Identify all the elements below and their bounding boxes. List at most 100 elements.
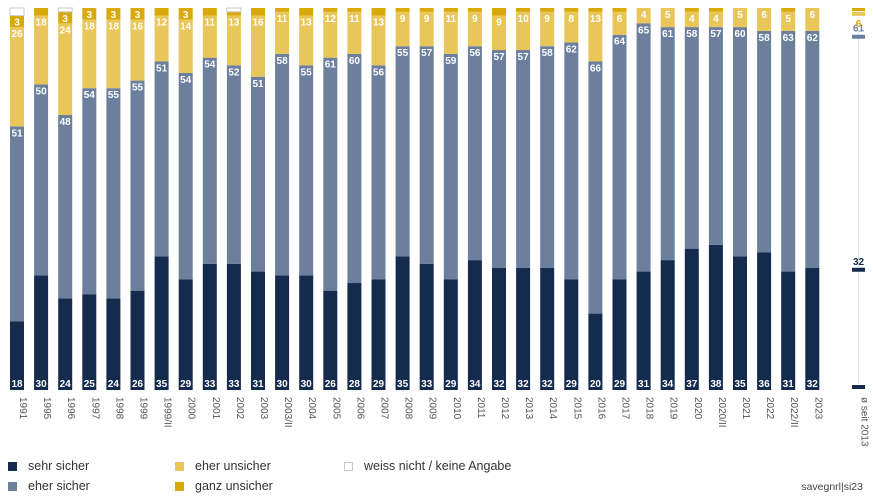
data-label: 6 xyxy=(761,10,767,21)
segment-sehr-sicher xyxy=(371,279,386,390)
data-label: 35 xyxy=(156,379,168,390)
data-label: 5 xyxy=(665,10,671,21)
segment-eher-sicher xyxy=(540,46,555,268)
segment-sehr-sicher xyxy=(684,248,699,390)
segment-eher-sicher xyxy=(733,27,747,257)
x-tick-label: 1999 xyxy=(138,397,149,420)
segment-sehr-sicher xyxy=(154,256,169,390)
data-label: 18 xyxy=(11,379,23,390)
data-label: 16 xyxy=(132,21,144,32)
bar-2006: 28 60 11 xyxy=(347,8,362,390)
data-label: 32 xyxy=(542,379,554,390)
bar-2001: 33 54 11 xyxy=(202,8,217,390)
segment-eher-sicher xyxy=(178,72,193,280)
segment-eher-unsicher xyxy=(347,11,362,54)
segment-eher-unsicher xyxy=(660,8,675,28)
x-tick-label: 2018 xyxy=(644,397,655,420)
segment-weiss-nicht-keine-angabe xyxy=(226,7,242,13)
segment-eher-unsicher xyxy=(467,11,482,47)
segment-eher-unsicher xyxy=(684,11,699,28)
x-tick-label: 2022/II xyxy=(788,397,799,428)
segment-sehr-sicher xyxy=(636,271,651,390)
segment-eher-sicher xyxy=(251,76,265,272)
data-label: 20 xyxy=(590,379,602,390)
data-label: 11 xyxy=(446,14,457,25)
bar-1997: 25 54 183 xyxy=(82,8,97,390)
x-tick-label: 2019 xyxy=(668,397,679,420)
data-label: 55 xyxy=(397,48,409,59)
legend-swatch xyxy=(8,481,17,491)
data-label: 37 xyxy=(686,379,698,390)
segment-eher-sicher xyxy=(275,53,290,276)
bar-2008: 35 55 9 xyxy=(395,8,410,390)
legend-swatch xyxy=(175,461,184,471)
data-label: 13 xyxy=(373,18,385,29)
bar-1999-ii: 35 51 12 xyxy=(154,8,169,390)
data-label: 54 xyxy=(180,75,192,86)
data-label: 3 xyxy=(62,14,68,25)
data-label: 51 xyxy=(156,63,168,74)
data-label: 30 xyxy=(277,379,289,390)
segment-sehr-sicher xyxy=(757,252,772,390)
segment-sehr-sicher xyxy=(10,321,24,390)
segment-ganz-unsicher xyxy=(10,15,24,28)
legend-label: eher sicher xyxy=(28,479,90,493)
x-tick-label: 2008 xyxy=(403,397,414,420)
data-label: 6 xyxy=(617,14,623,25)
data-label: 9 xyxy=(496,18,502,29)
segment-ganz-unsicher xyxy=(781,8,796,12)
segment-ganz-unsicher xyxy=(371,8,386,16)
segment-ganz-unsicher xyxy=(443,8,458,12)
data-label: 4 xyxy=(689,14,695,25)
x-tick-label: 2022 xyxy=(764,397,775,420)
data-label: 11 xyxy=(349,14,360,25)
segment-sehr-sicher xyxy=(347,283,362,390)
legend-swatch xyxy=(344,461,353,471)
bar-1998: 24 55 183 xyxy=(106,8,121,390)
data-label: 12 xyxy=(325,14,337,25)
x-tick-label: 2015 xyxy=(571,397,582,420)
bar-2020: 37 58 4 xyxy=(684,8,699,390)
data-label: 65 xyxy=(638,25,650,36)
segment-eher-unsicher xyxy=(708,11,723,28)
data-label: 3 xyxy=(14,18,20,29)
x-tick-label: 1999/II xyxy=(162,397,173,428)
data-label: 25 xyxy=(84,379,96,390)
data-label: 24 xyxy=(60,25,72,36)
segment-eher-sicher xyxy=(202,57,217,264)
segment-sehr-sicher xyxy=(708,244,723,390)
data-label: 51 xyxy=(11,128,23,139)
segment-sehr-sicher xyxy=(516,267,531,390)
data-label: 31 xyxy=(252,379,264,390)
data-label: 36 xyxy=(759,379,771,390)
segment-sehr-sicher xyxy=(660,260,675,390)
segment-eher-unsicher xyxy=(419,11,434,47)
data-label: 33 xyxy=(421,379,433,390)
x-tick-label: 2009 xyxy=(427,397,438,420)
segment-ganz-unsicher xyxy=(251,8,265,16)
segment-eher-sicher xyxy=(347,53,362,284)
data-label: 34 xyxy=(469,379,481,390)
source-note: savegnrl|si23 xyxy=(801,481,863,493)
average-marker-ganz-unsicher xyxy=(852,8,865,11)
data-label: 56 xyxy=(469,48,481,59)
segment-eher-unsicher xyxy=(106,19,121,89)
segment-sehr-sicher xyxy=(540,267,555,390)
segment-eher-unsicher xyxy=(540,11,555,47)
legend-label: eher unsicher xyxy=(195,459,271,473)
data-label: 5 xyxy=(785,14,791,25)
data-label: 62 xyxy=(566,44,578,55)
segment-ganz-unsicher xyxy=(419,8,434,12)
data-label: 57 xyxy=(518,52,530,63)
segment-eher-unsicher xyxy=(588,11,603,62)
x-tick-label: 2007 xyxy=(379,397,390,420)
segment-eher-sicher xyxy=(82,88,97,295)
segment-eher-sicher xyxy=(588,61,603,314)
bar-2002: 33 52 13 xyxy=(226,7,242,390)
x-tick-label: 2021 xyxy=(740,397,751,420)
segment-sehr-sicher xyxy=(34,275,49,390)
segment-eher-sicher xyxy=(708,27,723,245)
bar-1991: 18 51 263 xyxy=(9,7,25,390)
segment-eher-unsicher xyxy=(275,11,290,54)
segment-sehr-sicher xyxy=(82,294,97,390)
